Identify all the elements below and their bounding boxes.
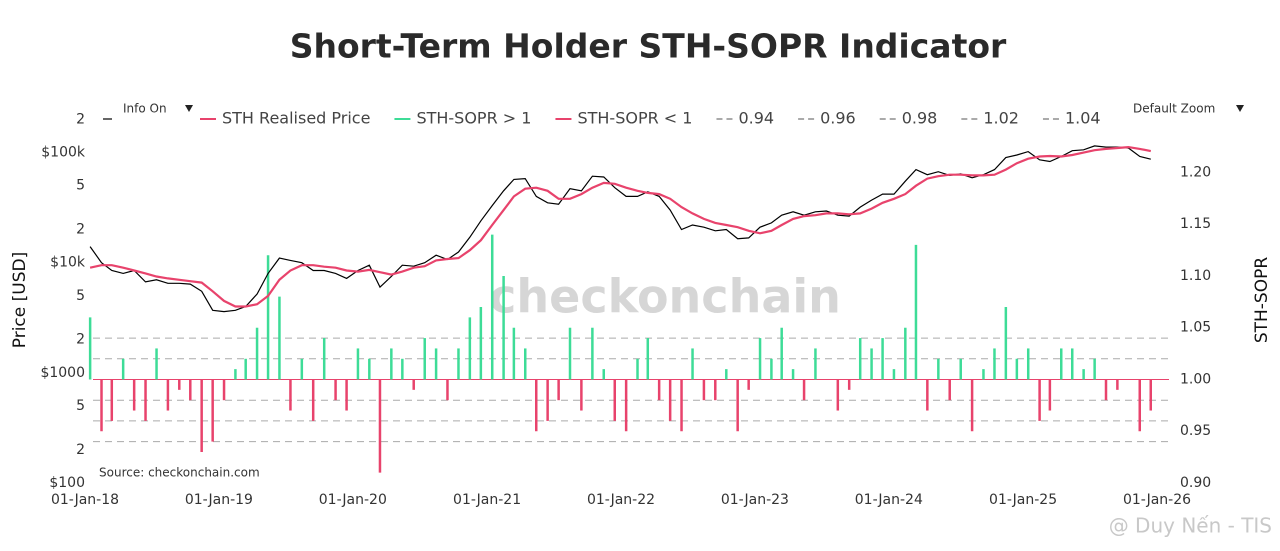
zoom-select[interactable]: Default Zoom — [1133, 102, 1215, 116]
y2-axis-label: STH-SOPR — [1252, 257, 1272, 344]
watermark: checkonchain — [489, 270, 841, 324]
y2-tick-label: 1.15 — [1180, 216, 1211, 232]
y-tick-label: 5 — [76, 398, 85, 414]
y2-tick-label: 0.95 — [1180, 423, 1211, 439]
x-tick-label: 01-Jan-21 — [453, 492, 521, 508]
y-tick-label: 2 — [76, 442, 85, 458]
y-tick-label: 5 — [76, 288, 85, 304]
y2-tick-label: 1.10 — [1180, 268, 1211, 284]
legend-label: STH-SOPR > 1 — [416, 109, 531, 128]
legend-label: STH-SOPR < 1 — [577, 109, 692, 128]
y2-tick-label: 1.05 — [1180, 320, 1211, 336]
y-axis-label: Price [USD] — [10, 252, 30, 348]
source: Source: checkonchain.com — [99, 466, 260, 480]
x-tick-label: 01-Jan-20 — [319, 492, 387, 508]
credit: @ Duy Nến - TIS — [1109, 514, 1272, 538]
zoom-arrow[interactable] — [1236, 105, 1244, 112]
realised-price-line — [89, 145, 1152, 308]
plot-area: $100 2 5 $1000 2 5 $10k 2 5 $100k 2 0.90 0.95 1.00 1.0… — [40, 111, 1211, 508]
x-tick-label: 01-Jan-23 — [721, 492, 789, 508]
y-tick-label: $100k — [41, 145, 86, 161]
y2-tick-label: 1.00 — [1180, 371, 1211, 387]
y-tick-label: 2 — [76, 332, 85, 348]
price-line — [89, 145, 1151, 313]
info-toggle[interactable]: Info On — [123, 102, 167, 116]
y-tick-label: $100 — [49, 475, 85, 491]
y-tick-label: 2 — [76, 222, 85, 238]
y2-tick-label: 1.20 — [1180, 164, 1211, 180]
x-tick-label: 01-Jan-24 — [855, 492, 923, 508]
x-tick-label: 01-Jan-25 — [989, 492, 1057, 508]
y-tick-label: $10k — [50, 255, 86, 271]
x-tick-label: 01-Jan-22 — [587, 492, 655, 508]
legend-label: 0.98 — [902, 109, 938, 128]
legend-label: 0.96 — [820, 109, 856, 128]
y2-tick-label: 0.90 — [1180, 475, 1211, 491]
legend-label: 1.02 — [983, 109, 1019, 128]
info-arrow[interactable] — [185, 105, 193, 112]
legend: STH Realised Price STH-SOPR > 1 STH-SOPR <… — [200, 109, 1101, 128]
y-tick-label: 5 — [76, 178, 85, 194]
legend-label: 0.94 — [738, 109, 774, 128]
x-tick-label: 01-Jan-26 — [1123, 492, 1191, 508]
legend-label: STH Realised Price — [222, 109, 370, 128]
chart-title: Short-Term Holder STH-SOPR Indicator — [290, 27, 1007, 66]
y-tick-label: 2 — [76, 111, 85, 127]
legend-label: 1.04 — [1065, 109, 1101, 128]
x-tick-label: 01-Jan-18 — [51, 492, 119, 508]
x-tick-label: 01-Jan-19 — [185, 492, 253, 508]
y-tick-label: $1000 — [40, 365, 85, 381]
